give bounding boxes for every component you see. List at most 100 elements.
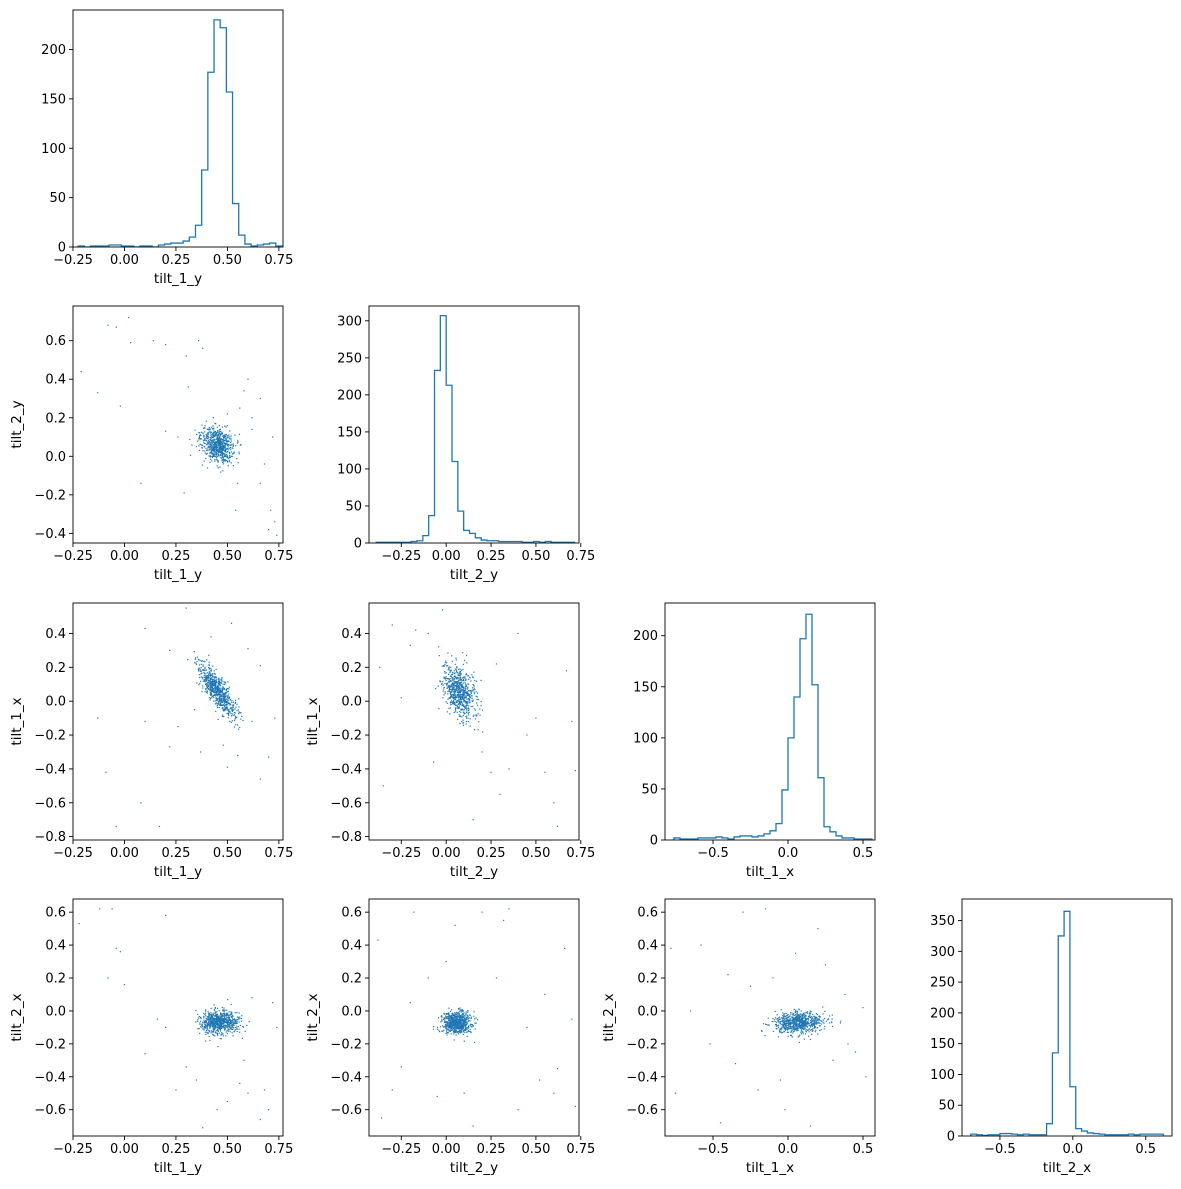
- scatter-point: [259, 482, 261, 484]
- scatter-point: [805, 1018, 807, 1020]
- scatter-point: [796, 1010, 799, 1012]
- scatter-point: [229, 456, 231, 458]
- scatter-point: [213, 691, 215, 693]
- scatter-point: [789, 1021, 791, 1023]
- scatter-point: [211, 686, 214, 689]
- scatter-point: [224, 455, 226, 457]
- scatter-point: [466, 1014, 469, 1016]
- scatter-point: [212, 688, 214, 690]
- scatter-point: [213, 445, 215, 447]
- scatter-point: [226, 1021, 228, 1023]
- scatter-point: [221, 1022, 223, 1024]
- scatter-point: [455, 686, 457, 688]
- scatter-point: [448, 1025, 450, 1027]
- scatter-point: [800, 1027, 802, 1030]
- scatter-point: [217, 1023, 219, 1025]
- scatter-point: [449, 1030, 451, 1032]
- scatter-point: [236, 703, 238, 705]
- scatter-point: [798, 1024, 800, 1026]
- scatter-point: [223, 1021, 225, 1023]
- scatter-point: [223, 447, 225, 449]
- scatter-point: [808, 1012, 811, 1014]
- scatter-point: [816, 1021, 818, 1023]
- scatter-point: [464, 707, 466, 709]
- scatter-point: [776, 1025, 778, 1027]
- scatter-point: [216, 1007, 219, 1009]
- scatter-point: [223, 697, 225, 700]
- scatter-point: [814, 1031, 816, 1033]
- scatter-point: [231, 1017, 233, 1019]
- scatter-point: [789, 1018, 791, 1020]
- scatter-point: [210, 685, 212, 687]
- scatter-point: [210, 447, 213, 449]
- scatter-point: [460, 700, 462, 702]
- scatter-point: [456, 1024, 458, 1027]
- scatter-point: [450, 686, 452, 688]
- scatter-point: [444, 1026, 446, 1028]
- y-tick-label: 100: [337, 462, 362, 477]
- scatter-point: [220, 697, 222, 699]
- scatter-point: [204, 669, 206, 671]
- scatter-point: [227, 717, 229, 719]
- scatter-point: [450, 1024, 452, 1027]
- scatter-point: [218, 1025, 220, 1027]
- scatter-point: [471, 687, 474, 689]
- scatter-point: [461, 705, 463, 707]
- scatter-point: [239, 1031, 241, 1033]
- scatter-point: [221, 1025, 223, 1028]
- scatter-point: [201, 1023, 203, 1025]
- scatter-point: [228, 1019, 230, 1021]
- scatter-point: [799, 1022, 801, 1024]
- scatter-point: [427, 632, 429, 635]
- scatter-point: [809, 1012, 812, 1014]
- scatter-point: [789, 1023, 792, 1025]
- scatter-point: [450, 1017, 452, 1020]
- scatter-point: [462, 691, 464, 694]
- scatter-point: [216, 704, 219, 706]
- scatter-point: [215, 432, 217, 434]
- scatter-point: [467, 701, 469, 703]
- scatter-point: [219, 681, 222, 683]
- scatter-point: [453, 1039, 455, 1041]
- y-tick-label: −0.6: [330, 796, 362, 811]
- scatter-point: [216, 1018, 218, 1020]
- scatter-point: [209, 694, 211, 696]
- scatter-point: [790, 1031, 792, 1033]
- scatter-point: [215, 442, 218, 444]
- scatter-point: [457, 1018, 459, 1020]
- scatter-point: [225, 1012, 227, 1015]
- scatter-point: [793, 1030, 795, 1032]
- scatter-point: [217, 1046, 219, 1048]
- scatter-point: [204, 438, 206, 440]
- scatter-point: [789, 1015, 791, 1017]
- scatter-point: [205, 437, 208, 439]
- y-tick-label: 250: [337, 351, 362, 366]
- scatter-point: [233, 709, 235, 711]
- scatter-point: [226, 1026, 228, 1028]
- scatter-point: [462, 1017, 464, 1019]
- scatter-point: [455, 1028, 457, 1030]
- scatter-point: [207, 432, 209, 434]
- scatter-point: [221, 1021, 223, 1023]
- scatter-point: [456, 707, 458, 709]
- scatter-point: [469, 1014, 471, 1017]
- scatter-point: [225, 451, 227, 453]
- scatter-point: [226, 1030, 228, 1032]
- scatter-point: [782, 1012, 784, 1014]
- scatter-point: [200, 666, 202, 669]
- scatter-point: [462, 695, 464, 697]
- scatter-point: [791, 1023, 793, 1025]
- scatter-point: [216, 692, 218, 694]
- scatter-point: [222, 1010, 224, 1012]
- scatter-point: [462, 693, 464, 695]
- scatter-point: [806, 1029, 808, 1031]
- scatter-point: [226, 707, 228, 709]
- scatter-point: [784, 1015, 786, 1018]
- scatter-point: [454, 707, 457, 709]
- scatter-point: [454, 1016, 456, 1019]
- scatter-point: [553, 1092, 555, 1094]
- x-tick-label: 0.00: [432, 549, 461, 564]
- scatter-point: [111, 908, 113, 910]
- scatter-point: [468, 705, 470, 707]
- scatter-point: [165, 914, 167, 917]
